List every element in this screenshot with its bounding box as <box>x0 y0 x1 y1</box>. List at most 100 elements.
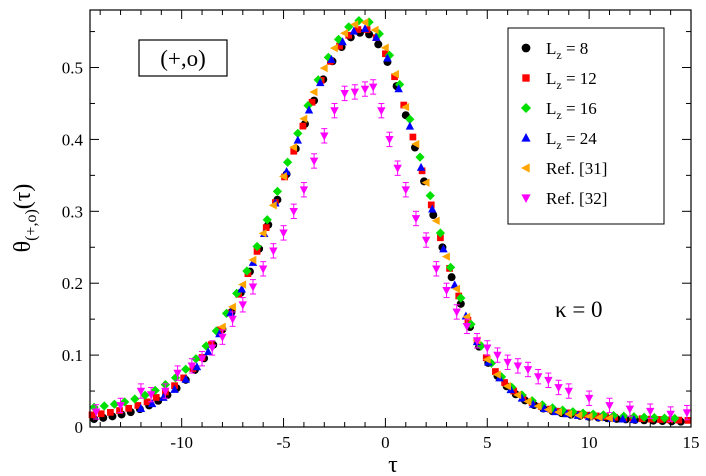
data-point-Ref31 <box>309 87 318 97</box>
data-point-Ref32 <box>116 402 125 411</box>
data-point-Lz24 <box>282 167 291 175</box>
data-point-Ref32 <box>279 229 288 238</box>
data-point-Ref32 <box>197 355 207 364</box>
data-point-Ref31 <box>421 178 430 187</box>
data-point-Lz12 <box>592 412 600 420</box>
legend-label-Lz24: Lz = 24 <box>546 129 597 152</box>
legend-box <box>507 27 665 225</box>
data-point-Lz12 <box>437 234 444 242</box>
data-point-Lz12 <box>400 101 408 109</box>
legend-marker-Lz24 <box>521 132 531 142</box>
y-tick-label: 0.3 <box>62 202 83 221</box>
data-point-Ref31 <box>329 43 338 53</box>
legend-label-main: L <box>546 129 556 148</box>
data-point-Ref32 <box>513 362 523 371</box>
data-point-Ref31 <box>248 255 257 265</box>
x-tick-label: -5 <box>276 433 290 452</box>
data-point-Lz12 <box>180 374 188 382</box>
data-point-Ref31 <box>350 20 359 29</box>
data-point-Ref32 <box>320 132 329 141</box>
data-point-Lz12 <box>253 248 261 255</box>
data-point-Lz16 <box>262 215 272 225</box>
data-point-Ref32 <box>432 265 441 274</box>
data-point-Ref32 <box>393 164 402 173</box>
data-point-Ref32 <box>350 88 360 97</box>
data-point-Lz12 <box>299 122 307 130</box>
x-axis-label: τ <box>388 452 398 476</box>
data-point-Lz12 <box>354 26 362 33</box>
data-point-Lz24 <box>136 403 146 412</box>
data-point-Ref31 <box>289 142 298 152</box>
data-point-Ref31 <box>390 69 399 79</box>
data-point-Ref31 <box>574 411 583 420</box>
legend-label-Lz8: Lz = 8 <box>546 39 588 62</box>
annotation-box <box>138 39 228 77</box>
data-point-Lz24 <box>159 392 168 401</box>
data-point-Lz12 <box>152 394 160 401</box>
data-point-Lz16 <box>303 100 313 111</box>
data-point-Lz16 <box>232 288 242 299</box>
data-point-Ref32 <box>330 107 339 116</box>
legend-label-sub: z <box>556 78 561 92</box>
data-point-Ref32 <box>248 283 258 292</box>
data-point-Lz12 <box>97 410 105 418</box>
data-point-Lz16 <box>293 128 303 139</box>
data-point-Ref32 <box>544 376 553 385</box>
legend-label-Lz12: Lz = 12 <box>546 69 597 92</box>
data-point-Ref32 <box>238 301 247 310</box>
data-point-Lz12 <box>583 411 591 419</box>
legend-label-sub: z <box>556 48 561 62</box>
data-point-Lz24 <box>416 162 426 171</box>
y-axis-label: θ(+,o)(τ) <box>10 184 40 253</box>
data-point-Lz16 <box>99 401 109 411</box>
data-point-Ref32 <box>269 247 278 256</box>
tick-layer: -10 -5 0 5 10 15 0 0.1 0.2 0.3 0.4 0.5 <box>62 10 700 452</box>
series-Ref32 <box>91 79 692 422</box>
legend-entry-Lz8: Lz = 8 <box>521 39 588 62</box>
data-point-Lz24 <box>383 53 392 62</box>
data-point-Ref32 <box>377 107 386 116</box>
data-point-Lz24 <box>349 26 359 35</box>
y-tick-label: 0.4 <box>62 130 84 149</box>
data-point-Lz24 <box>394 84 403 93</box>
y-tick-label: 0.1 <box>62 346 83 365</box>
legend-label-sub: z <box>556 108 561 122</box>
data-point-Lz16 <box>415 152 425 162</box>
data-point-Ref32 <box>161 387 170 396</box>
data-point-Ref31 <box>594 413 603 422</box>
data-point-Lz16 <box>659 413 670 423</box>
data-point-Ref32 <box>554 384 563 393</box>
data-point-Lz16 <box>109 399 120 409</box>
data-point-Lz12 <box>262 224 270 231</box>
data-point-Ref32 <box>605 402 614 411</box>
data-point-Ref32 <box>218 333 227 342</box>
data-point-Lz16 <box>323 52 333 63</box>
data-point-Lz16 <box>649 413 659 423</box>
data-point-Lz12 <box>666 416 673 424</box>
data-point-Lz24 <box>181 374 190 383</box>
data-point-Lz12 <box>308 98 316 106</box>
data-point-Lz12 <box>391 73 398 81</box>
data-point-Lz24 <box>192 362 202 371</box>
data-point-Ref31 <box>441 252 450 261</box>
data-point-Ref32 <box>368 83 378 92</box>
data-point-Ref32 <box>564 387 573 396</box>
data-point-Lz24 <box>304 105 314 114</box>
data-point-Ref31 <box>503 382 512 391</box>
data-point-Lz12 <box>501 379 508 386</box>
data-point-Lz12 <box>125 404 133 412</box>
data-point-Ref31 <box>299 114 308 123</box>
data-point-Ref32 <box>523 366 533 375</box>
y-tick-label: 0.5 <box>62 59 83 78</box>
data-point-Ref32 <box>360 85 370 94</box>
data-point-Lz16 <box>456 293 466 303</box>
data-point-Lz16 <box>405 114 415 124</box>
data-point-Ref32 <box>173 369 182 378</box>
y-axis-label-sub: (+,o) <box>23 209 40 241</box>
data-point-Ref32 <box>452 308 461 317</box>
y-axis-label-main: θ <box>10 241 36 253</box>
x-tick-label: 0 <box>381 433 390 452</box>
data-point-Lz24 <box>203 347 213 356</box>
data-point-Ref31 <box>258 229 267 238</box>
